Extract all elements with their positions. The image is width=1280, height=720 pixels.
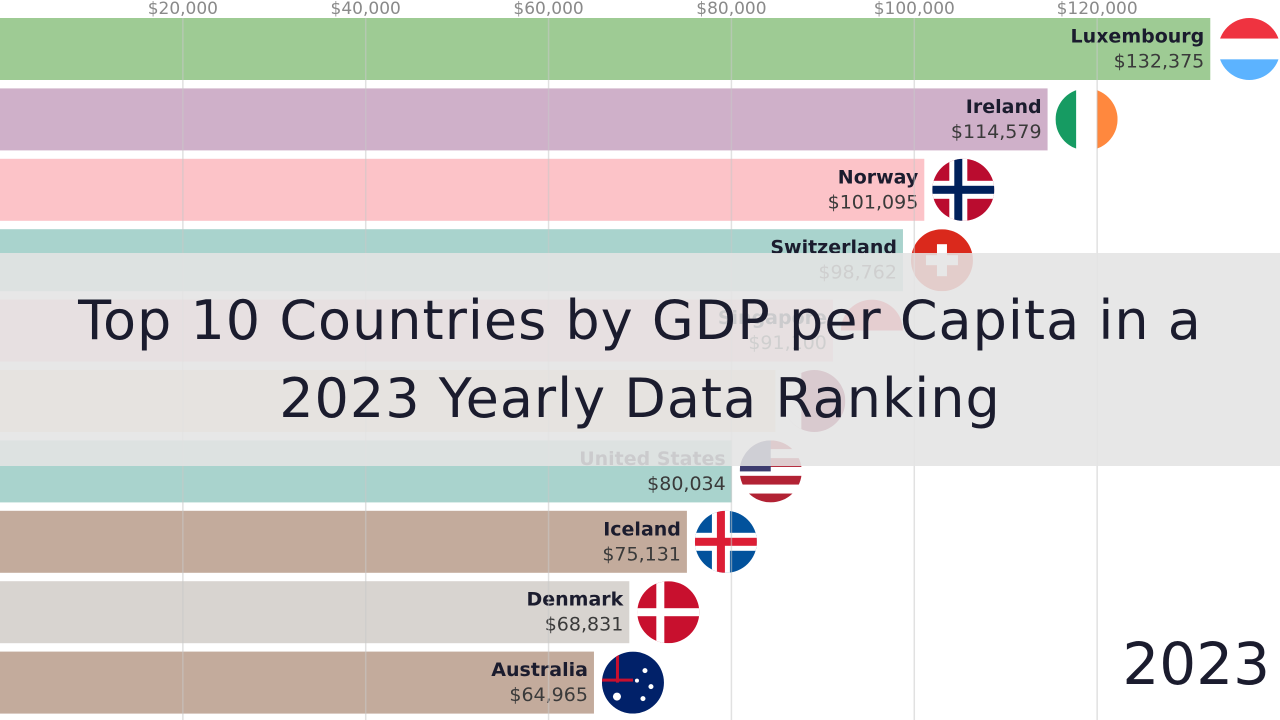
bar bbox=[0, 510, 687, 573]
flag bbox=[1055, 88, 1118, 151]
flag bbox=[637, 581, 700, 644]
bar bbox=[0, 88, 1048, 151]
flag-part bbox=[642, 668, 648, 674]
flag-part bbox=[648, 684, 654, 690]
flag bbox=[601, 651, 664, 714]
x-tick-label: $100,000 bbox=[874, 0, 955, 19]
flag-part bbox=[932, 185, 995, 194]
flag-part bbox=[1218, 18, 1280, 39]
flag-part bbox=[601, 651, 664, 714]
x-tick-label: $20,000 bbox=[148, 0, 218, 19]
flag-part bbox=[694, 537, 757, 546]
x-tick-label: $80,000 bbox=[696, 0, 766, 19]
flag-part bbox=[615, 651, 619, 683]
flag-part bbox=[739, 493, 802, 503]
flag-part bbox=[1218, 38, 1280, 60]
country-label: Australia bbox=[491, 659, 588, 681]
value-label: $68,831 bbox=[545, 614, 624, 636]
flag-part bbox=[656, 581, 665, 644]
flag-part bbox=[637, 608, 700, 617]
flag bbox=[694, 510, 757, 573]
flag-part bbox=[1055, 88, 1077, 151]
flag-part bbox=[634, 678, 639, 683]
value-label: $75,131 bbox=[602, 543, 681, 565]
bar bbox=[0, 581, 630, 644]
year-label: 2023 bbox=[1122, 630, 1270, 698]
x-tick-label: $40,000 bbox=[331, 0, 401, 19]
value-label: $101,095 bbox=[828, 191, 919, 213]
country-label: Denmark bbox=[526, 589, 623, 611]
country-label: Luxembourg bbox=[1071, 26, 1205, 48]
country-label: Ireland bbox=[966, 96, 1042, 118]
value-label: $80,034 bbox=[647, 473, 726, 495]
flag-part bbox=[716, 510, 725, 573]
flag-part bbox=[1218, 59, 1280, 80]
flag bbox=[932, 158, 995, 221]
value-label: $114,579 bbox=[951, 121, 1042, 143]
bar bbox=[0, 18, 1211, 80]
flag bbox=[1218, 18, 1280, 80]
value-label: $132,375 bbox=[1114, 51, 1205, 73]
flag-part bbox=[640, 696, 646, 702]
flag-part bbox=[739, 484, 802, 494]
flag-part bbox=[612, 692, 621, 701]
country-label: Iceland bbox=[603, 518, 681, 540]
bar bbox=[0, 651, 594, 714]
x-tick-label: $120,000 bbox=[1057, 0, 1138, 19]
bar bbox=[0, 158, 925, 221]
flag-part bbox=[739, 475, 802, 485]
chart-title: Top 10 Countries by GDP per Capita in a … bbox=[78, 288, 1202, 430]
flag-part bbox=[1076, 88, 1097, 151]
x-tick-label: $60,000 bbox=[513, 0, 583, 19]
flag-part bbox=[954, 158, 963, 221]
country-label: Norway bbox=[838, 166, 919, 188]
title-band: Top 10 Countries by GDP per Capita in a … bbox=[0, 253, 1280, 466]
flag-part bbox=[1096, 88, 1118, 151]
